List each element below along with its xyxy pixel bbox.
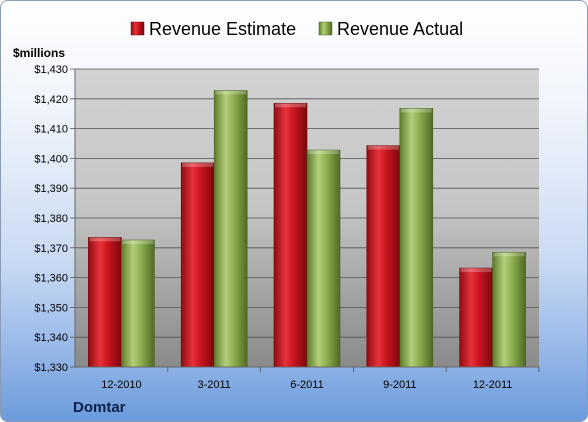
x-tick-label: 3-2011 bbox=[197, 379, 230, 391]
bar-revenue-actual bbox=[213, 90, 248, 368]
bar-revenue-estimate-highlight bbox=[460, 268, 492, 273]
bar-revenue-estimate bbox=[459, 267, 493, 368]
y-tick-label: $1,390 bbox=[34, 183, 68, 195]
bar-revenue-actual-highlight bbox=[308, 150, 339, 155]
y-tick-label: $1,360 bbox=[34, 273, 68, 285]
bar-revenue-actual-highlight bbox=[215, 90, 247, 95]
bar-revenue-estimate bbox=[366, 145, 401, 368]
bar-revenue-actual bbox=[399, 108, 434, 368]
bar-revenue-actual-highlight bbox=[493, 252, 525, 257]
bar-revenue-actual bbox=[121, 239, 155, 368]
bar-revenue-actual bbox=[306, 149, 341, 368]
legend-swatch-actual bbox=[318, 21, 333, 36]
bar-revenue-estimate bbox=[180, 162, 215, 368]
legend: Revenue Estimate Revenue Actual bbox=[130, 19, 463, 39]
bar-revenue-estimate-highlight bbox=[367, 145, 399, 150]
legend-label-actual: Revenue Actual bbox=[337, 19, 463, 39]
bar-revenue-actual-highlight bbox=[400, 108, 432, 113]
bar-revenue-estimate-highlight bbox=[275, 103, 306, 108]
y-tick-label: $1,400 bbox=[34, 153, 68, 165]
x-tick-label: 9-2011 bbox=[383, 379, 416, 391]
y-tick-label: $1,420 bbox=[34, 94, 68, 106]
legend-swatch-estimate bbox=[130, 21, 145, 36]
bar-revenue-estimate bbox=[273, 102, 308, 368]
y-axis-title: $millions bbox=[13, 46, 65, 60]
bar-revenue-estimate-highlight bbox=[89, 237, 121, 242]
x-tick-label: 12-2011 bbox=[473, 379, 513, 391]
x-tick-label: 12-2010 bbox=[101, 379, 141, 391]
y-tick-label: $1,350 bbox=[34, 302, 68, 314]
y-tick-label: $1,410 bbox=[34, 124, 68, 136]
company-name: Domtar bbox=[73, 399, 126, 416]
y-tick-label: $1,380 bbox=[34, 213, 68, 225]
x-tick-label: 6-2011 bbox=[290, 379, 323, 391]
legend-label-estimate: Revenue Estimate bbox=[149, 19, 296, 39]
bar-revenue-actual-highlight bbox=[122, 240, 154, 245]
bar-revenue-actual bbox=[492, 251, 526, 368]
y-tick-label: $1,370 bbox=[34, 243, 68, 255]
bar-revenue-estimate-highlight bbox=[182, 162, 214, 167]
y-tick-label: $1,430 bbox=[34, 64, 68, 76]
bar-revenue-estimate bbox=[88, 237, 122, 368]
y-tick-label: $1,340 bbox=[34, 332, 68, 344]
y-tick-label: $1,330 bbox=[34, 362, 68, 374]
